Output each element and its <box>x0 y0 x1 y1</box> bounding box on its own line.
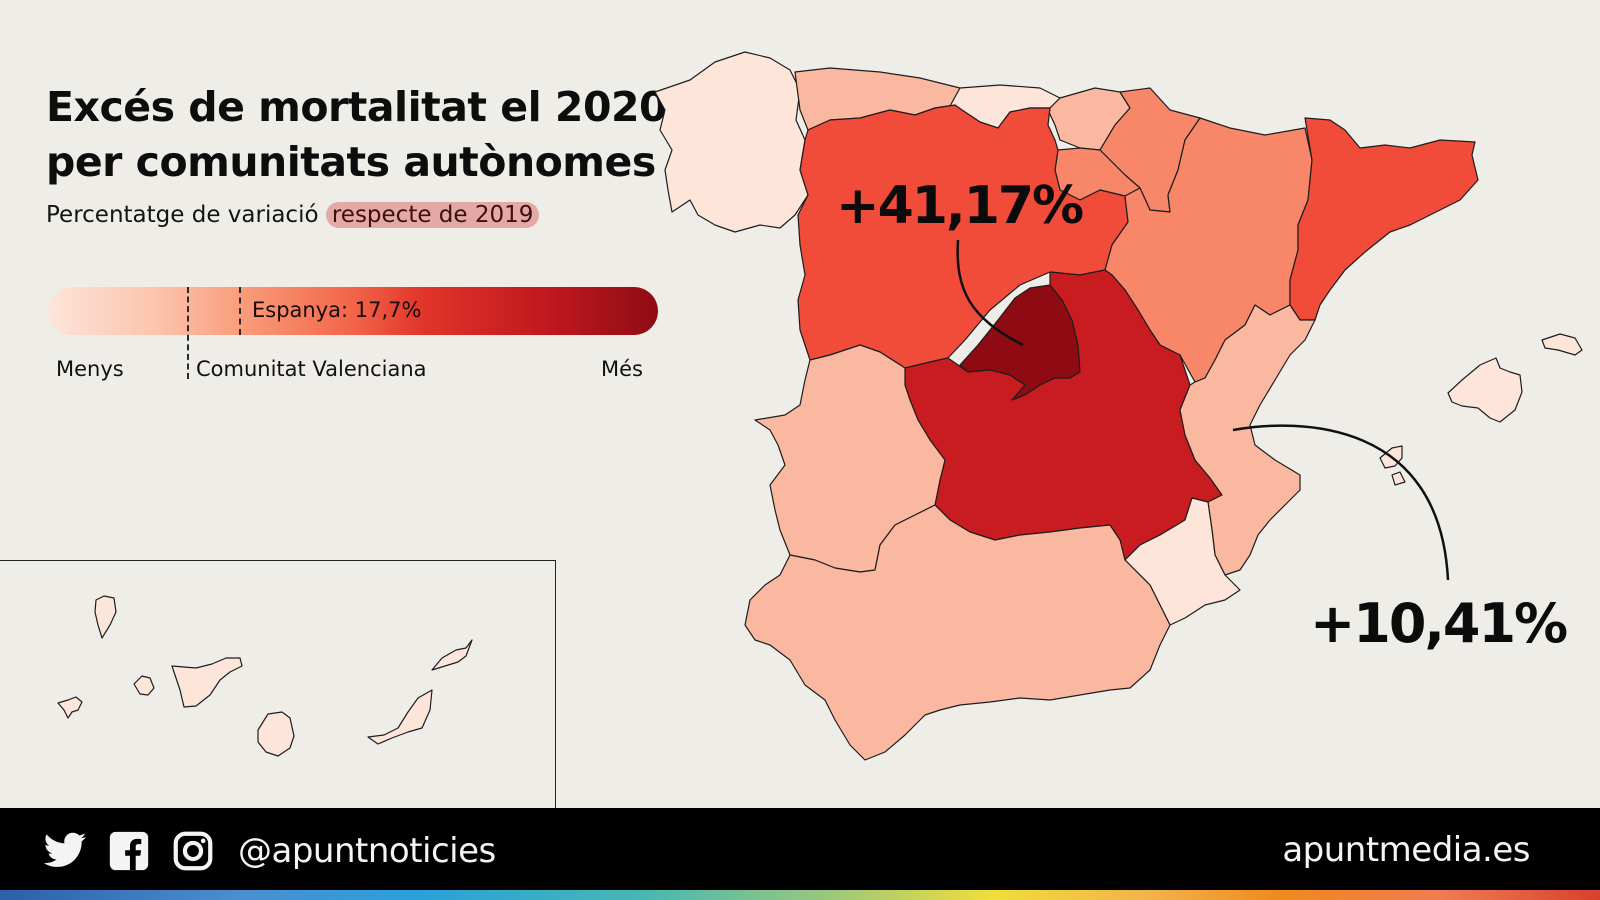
region-la-palma[interactable] <box>94 595 117 639</box>
region-andalucia[interactable] <box>744 504 1171 761</box>
social-handle[interactable]: @apuntnoticies <box>238 831 496 871</box>
region-cataluna[interactable] <box>1289 117 1479 321</box>
region-la-gomera[interactable] <box>133 675 155 696</box>
legend-low-label: Menys <box>56 357 124 381</box>
subtitle-plain: Percentatge de variació <box>46 202 319 228</box>
facebook-icon[interactable] <box>106 828 152 874</box>
madrid-leader-line <box>956 239 1024 347</box>
region-formentera[interactable] <box>1391 471 1406 486</box>
region-tenerife[interactable] <box>171 657 243 708</box>
title-line-2: per comunitats autònomes <box>46 138 656 186</box>
footer-bar: @apuntnoticies apuntmedia.es <box>0 808 1600 890</box>
subtitle: Percentatge de variació respecte de 2019 <box>46 202 540 228</box>
region-fuerteventura[interactable] <box>367 689 433 745</box>
legend-cv-label: Comunitat Valenciana <box>196 357 427 381</box>
twitter-icon[interactable] <box>42 828 88 874</box>
region-galicia[interactable] <box>654 51 809 233</box>
region-gran-canaria[interactable] <box>257 711 295 757</box>
spain-marker-line <box>239 287 241 335</box>
region-comunitat-valenciana[interactable] <box>1179 304 1316 576</box>
cv-marker-line <box>187 287 189 379</box>
region-mallorca[interactable] <box>1447 357 1523 423</box>
legend-high-label: Més <box>601 357 643 381</box>
region-murcia[interactable] <box>1124 497 1241 626</box>
social-links: @apuntnoticies <box>42 828 496 874</box>
valencia-leader-line <box>1232 424 1450 581</box>
region-el-hierro[interactable] <box>57 696 83 719</box>
spain-average-label: Espanya: 17,7% <box>252 298 422 322</box>
brand-color-strip <box>0 890 1600 900</box>
color-scale-bar <box>48 287 658 335</box>
valencia-value-label: +10,41% <box>1310 592 1568 655</box>
region-lanzarote[interactable] <box>431 639 473 671</box>
website-link[interactable]: apuntmedia.es <box>1282 830 1530 870</box>
subtitle-highlight: respecte de 2019 <box>325 202 540 228</box>
region-menorca[interactable] <box>1541 333 1583 356</box>
instagram-icon[interactable] <box>170 828 216 874</box>
madrid-value-label: +41,17% <box>836 176 1084 236</box>
page-title: Excés de mortalitat el 2020 per comunita… <box>46 80 668 190</box>
title-line-1: Excés de mortalitat el 2020 <box>46 83 668 131</box>
